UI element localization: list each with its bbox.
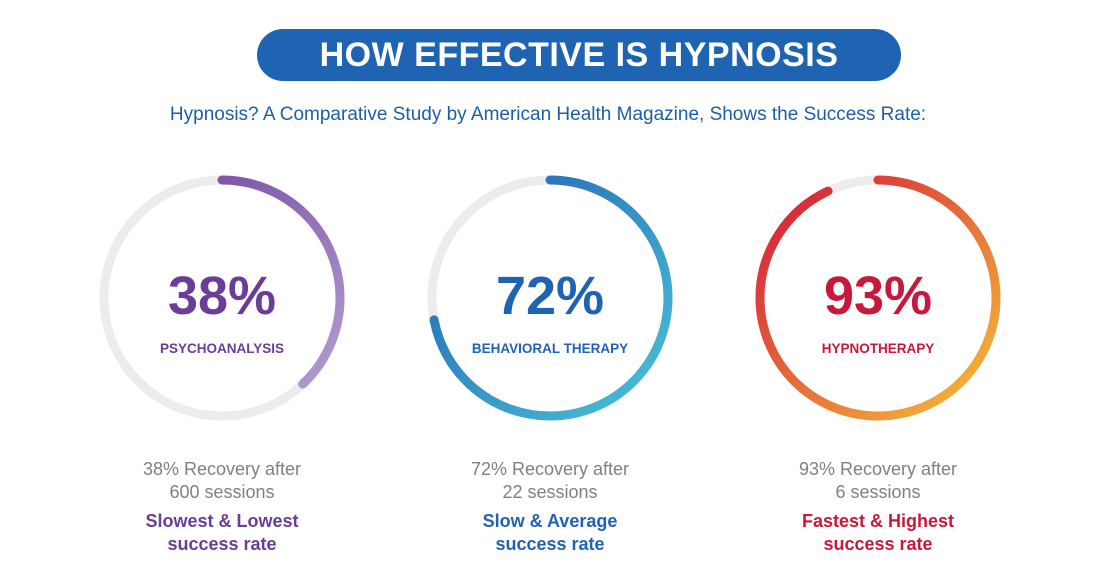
recovery-sessions: 6 sessions <box>835 482 921 502</box>
therapy-name: PSYCHOANALYSIS <box>159 341 285 356</box>
title-banner: HOW EFFECTIVE IS HYPNOSIS <box>257 29 901 81</box>
percent-label: 38% <box>167 266 277 326</box>
recovery-text: 38% Recovery after 600 sessions <box>72 458 372 504</box>
recovery-line: 93% Recovery after <box>798 459 958 479</box>
tag-line: success rate <box>823 534 933 554</box>
recovery-line: 38% Recovery after <box>142 459 302 479</box>
recovery-text: 93% Recovery after 6 sessions <box>728 458 1028 504</box>
tag-line: success rate <box>495 534 605 554</box>
percent-label: 93% <box>823 266 933 326</box>
recovery-text: 72% Recovery after 22 sessions <box>400 458 700 504</box>
tag-line: success rate <box>167 534 277 554</box>
success-rate-tag: Slow & Average success rate <box>400 510 700 556</box>
ring-progress-arc <box>427 175 673 421</box>
therapy-name: HYPNOTHERAPY <box>821 341 935 356</box>
tag-line: Slowest & Lowest <box>145 511 299 531</box>
tag-line: Slow & Average <box>482 511 618 531</box>
therapy-name: BEHAVIORAL THERAPY <box>471 341 629 356</box>
success-rate-tag: Fastest & Highest success rate <box>728 510 1028 556</box>
success-rate-tag: Slowest & Lowest success rate <box>72 510 372 556</box>
recovery-line: 72% Recovery after <box>470 459 630 479</box>
recovery-sessions: 600 sessions <box>169 482 275 502</box>
ring-progress-arc <box>99 175 345 421</box>
ring-progress-arc <box>755 175 1001 421</box>
percent-label: 72% <box>495 266 605 326</box>
recovery-sessions: 22 sessions <box>502 482 598 502</box>
tag-line: Fastest & Highest <box>801 511 955 531</box>
subtitle: Hypnosis? A Comparative Study by America… <box>169 104 927 125</box>
